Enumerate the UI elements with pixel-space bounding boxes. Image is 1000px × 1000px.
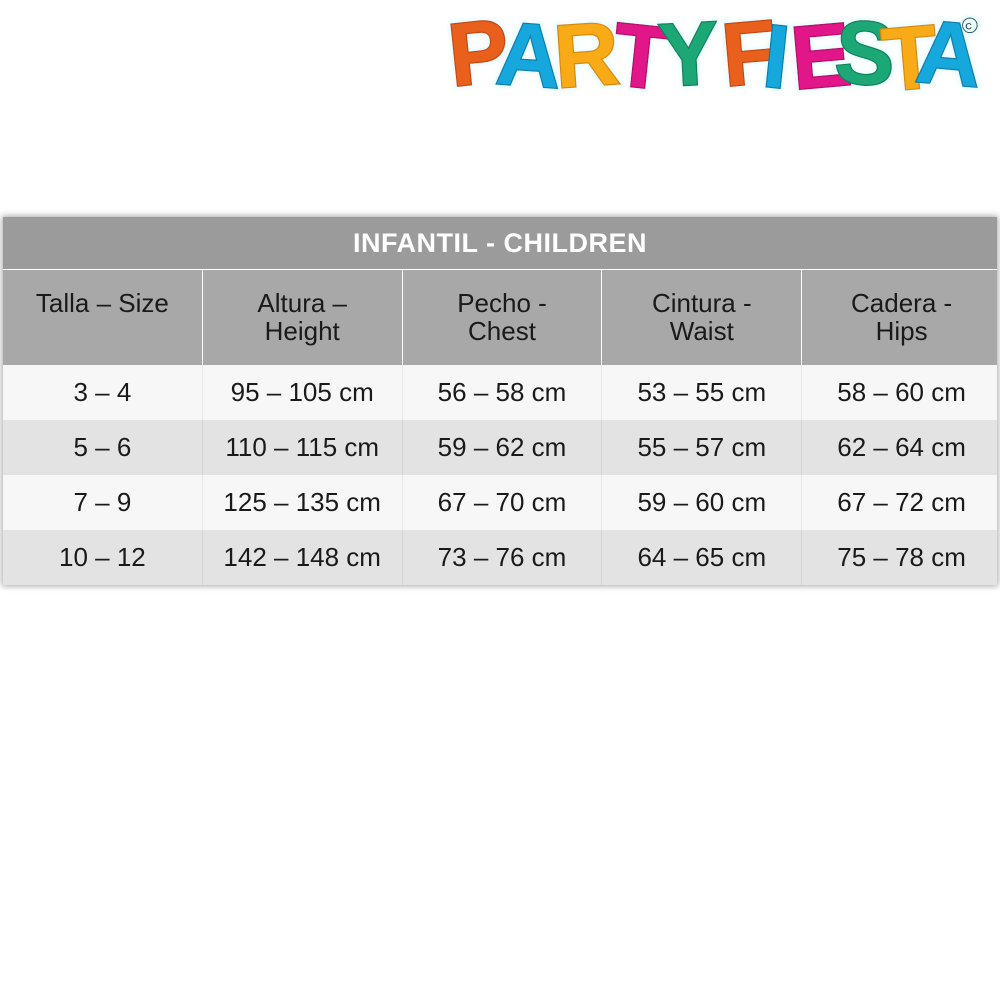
svg-text:Y: Y bbox=[656, 2, 721, 105]
svg-text:C: C bbox=[965, 21, 972, 31]
svg-text:A: A bbox=[913, 1, 986, 106]
